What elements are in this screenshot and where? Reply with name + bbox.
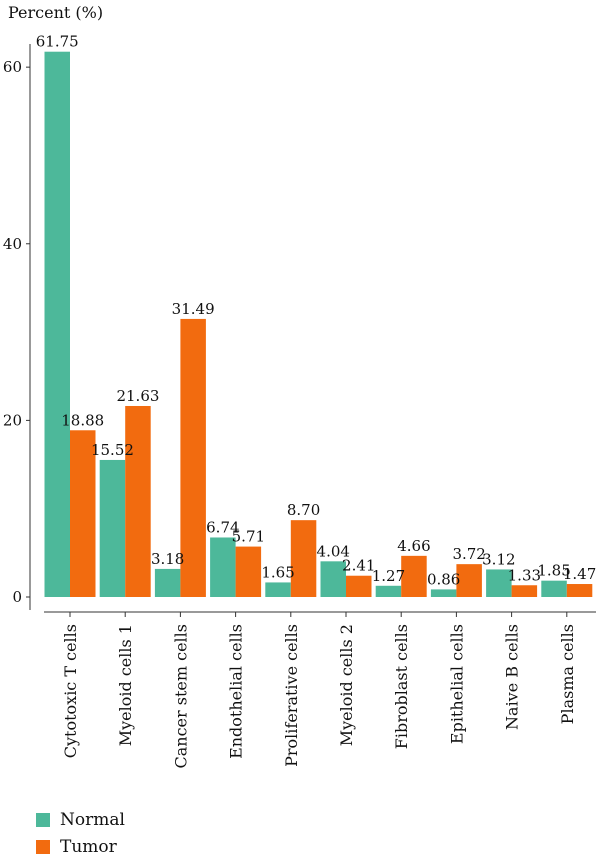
value-label-normal: 3.12 [482,550,515,568]
y-tick-label: 20 [3,411,22,429]
x-tick-label: Epithelial cells [447,624,466,744]
value-label-tumor: 5.71 [232,528,265,546]
value-label-normal: 3.18 [151,550,184,568]
x-tick-label: Cancer stem cells [171,624,190,769]
x-tick-label: Fibroblast cells [392,624,411,749]
value-label-tumor: 8.70 [287,501,320,519]
x-tick-label: Myeloid cells 2 [337,624,356,746]
legend-label-tumor: Tumor [60,836,117,857]
bar-normal [320,561,346,597]
bar-normal [99,459,126,597]
y-axis: 0 20 40 60 [3,44,31,610]
value-label-normal: 4.04 [317,542,350,560]
bar-chart: Percent (%) 0 20 40 60 Cytotoxic T cells Mye… [3,3,596,769]
value-label-tumor: 1.47 [563,565,596,583]
x-axis: Cytotoxic T cells Myeloid cells 1 Cancer s… [44,611,596,769]
bar-tumor [346,575,372,597]
bar-normal [154,568,181,597]
value-label-tumor: 4.66 [397,537,430,555]
bar-normal [541,580,567,597]
bars [44,51,593,597]
bar-tumor [401,555,427,597]
value-label-tumor: 3.72 [452,545,485,563]
bar-normal [375,585,402,597]
value-label-tumor: 21.63 [116,387,159,405]
value-label-normal: 1.27 [372,567,405,585]
value-label-tumor: 31.49 [172,300,215,318]
bar-normal [44,51,70,597]
value-label-tumor: 2.41 [342,557,375,575]
bar-normal [486,569,512,597]
bar-tumor [70,430,96,597]
value-label-normal: 1.65 [261,563,294,581]
y-axis-title: Percent (%) [8,3,103,22]
bar-normal [265,582,291,597]
bar-tumor [180,318,206,597]
bar-tumor [125,405,151,597]
bar-normal [210,537,236,597]
value-label-normal: 0.86 [427,570,460,588]
bar-tumor [235,546,262,597]
x-tick-label: Proliferative cells [282,624,301,767]
value-label-normal: 15.52 [91,441,134,459]
legend-label-normal: Normal [60,809,125,830]
x-tick-label: Plasma cells [558,624,577,724]
y-tick-label: 60 [3,58,22,76]
y-tick-label: 40 [3,235,22,253]
value-label-tumor: 18.88 [61,411,104,429]
value-label-normal: 6.74 [206,518,239,536]
legend-swatch-normal [36,812,50,827]
y-tick-label: 0 [12,588,22,606]
bar-tumor [566,584,593,597]
x-tick-label: Myeloid cells 1 [116,624,135,746]
legend-item-tumor: Tumor [36,833,125,860]
x-tick-label: Naive B cells [503,624,522,730]
legend-swatch-tumor [36,839,50,854]
value-label-normal: 61.75 [36,33,79,51]
x-tick-label: Cytotoxic T cells [61,624,80,758]
bar-tumor [456,564,482,597]
bar-tumor [290,520,317,597]
value-label-normal: 1.85 [537,562,570,580]
bar-normal [430,589,457,597]
value-label-tumor: 1.33 [508,566,541,584]
x-tick-label: Endothelial cells [227,624,246,759]
bar-tumor [511,585,538,597]
legend-item-normal: Normal [36,806,125,833]
